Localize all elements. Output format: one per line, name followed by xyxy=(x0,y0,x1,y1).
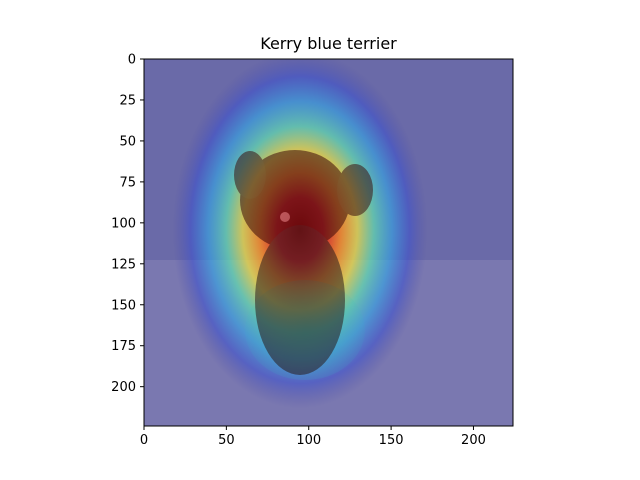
dog-silhouette xyxy=(234,150,373,375)
x-tick-label: 200 xyxy=(461,433,486,448)
x-tick-label: 150 xyxy=(379,433,404,448)
y-tick-label: 200 xyxy=(111,380,136,395)
x-axis: 0 50 100 150 200 xyxy=(140,426,486,448)
y-tick-label: 0 xyxy=(128,53,136,68)
chart-title: Kerry blue terrier xyxy=(260,34,397,53)
y-tick-label: 100 xyxy=(111,216,136,231)
y-axis: 0 25 50 75 100 125 150 175 200 xyxy=(111,53,144,395)
x-tick-label: 100 xyxy=(296,433,321,448)
y-tick-label: 75 xyxy=(119,175,136,190)
y-tick-label: 25 xyxy=(119,93,136,108)
plot-area xyxy=(144,59,513,426)
y-tick-label: 50 xyxy=(119,134,136,149)
y-tick-label: 175 xyxy=(111,339,136,354)
x-tick-label: 0 xyxy=(140,433,148,448)
y-tick-label: 125 xyxy=(111,257,136,272)
x-tick-label: 50 xyxy=(218,433,235,448)
y-tick-label: 150 xyxy=(111,298,136,313)
axes-frame xyxy=(143,58,514,427)
